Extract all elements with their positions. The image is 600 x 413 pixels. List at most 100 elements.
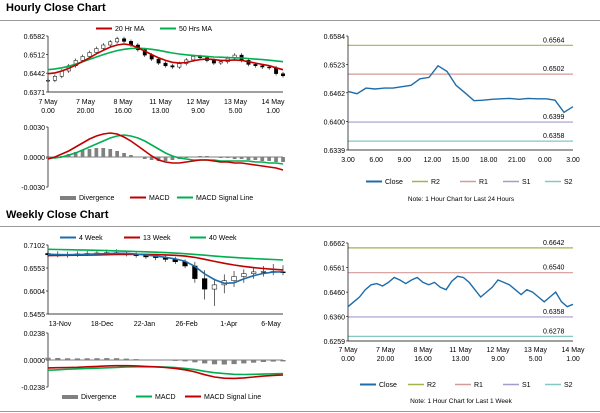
hourly-pivot-ytick-label: 0.6462 (324, 91, 346, 98)
weekly-pivot-legend-r1-label: R1 (474, 382, 483, 389)
hourly-divergence-bar (225, 157, 230, 158)
hourly-legend-macd-label: MACD (149, 195, 170, 202)
hourly-price-xtick-date: 14 May (262, 99, 285, 106)
weekly-price-xtick: 26-Feb (176, 321, 198, 328)
hourly-legend-20hr-ma-label: 20 Hr MA (115, 26, 145, 33)
weekly-price-candle (211, 284, 218, 290)
weekly-divergence-bar (182, 360, 188, 362)
weekly-pivot-s1-level-label: 0.6358 (543, 309, 565, 316)
hourly-divergence-bar (239, 157, 244, 159)
hourly-pivot-s1-level-label: 0.6399 (543, 114, 565, 121)
weekly-divergence-bar (94, 358, 100, 360)
hourly-price-xtick-time: 0.00 (41, 108, 55, 115)
weekly-price-xtick: 22-Jan (134, 321, 156, 328)
hourly-pivot-ytick-label: 0.6339 (324, 148, 346, 155)
weekly-divergence-bar (45, 357, 51, 360)
weekly-pivot-legend-s1-label: S1 (522, 382, 531, 389)
weekly-divergence-bar (270, 360, 276, 362)
hourly-price-xtick-date: 7 May (38, 99, 58, 106)
weekly-divergence-bar (162, 360, 169, 361)
weekly-macd-ytick-label: 0.0238 (24, 331, 46, 338)
weekly-divergence-bar (280, 360, 286, 362)
hourly-price-ytick-label: 0.6582 (24, 34, 46, 41)
hourly-legend-divergence-swatch (60, 196, 76, 200)
hourly-pivot-ytick-label: 0.6400 (324, 120, 346, 127)
weekly-pivot-s2-level-label: 0.6278 (543, 328, 565, 335)
hourly-divergence-bar (101, 148, 106, 157)
hourly-pivot-xtick: 6.00 (369, 157, 383, 164)
hourly-macd-line (47, 132, 284, 171)
hourly-section-divider (0, 20, 600, 21)
hourly-divergence-bar (267, 157, 271, 161)
hourly-divergence-bar (73, 152, 78, 157)
hourly-pivot-xtick: 3.00 (341, 157, 355, 164)
weekly-40-week-line (47, 248, 284, 261)
hourly-macd-signal-line (48, 134, 284, 165)
weekly-pivot-xtick-time: 0.00 (341, 356, 355, 363)
hourly-price-xtick-date: 12 May (187, 99, 210, 106)
weekly-legend-4-week-label: 4 Week (79, 235, 103, 242)
hourly-macd-ytick-label: 0.0030 (24, 125, 46, 132)
hourly-pivot-r2-level-label: 0.6564 (543, 37, 565, 44)
weekly-legend-40-week-label: 40 Week (209, 235, 237, 242)
hourly-pivot-legend-s1-label: S1 (522, 179, 531, 186)
hourly-pivot-ytick-label: 0.6523 (324, 62, 346, 69)
weekly-macd-ytick-label: -0.0238 (21, 385, 45, 392)
weekly-divergence-bar (202, 360, 208, 364)
hourly-price-candle (253, 64, 258, 66)
hourly-macd-ytick-label: -0.0030 (21, 185, 45, 192)
weekly-divergence-bar (104, 358, 110, 360)
hourly-pivot-xtick: 15.00 (452, 157, 470, 164)
hourly-divergence-bar (184, 157, 189, 158)
weekly-price-xtick: 18-Dec (91, 321, 114, 328)
hourly-price-xtick-time: 9.00 (191, 108, 205, 115)
weekly-pivot-xtick-date: 12 May (487, 347, 510, 354)
hourly-pivot-legend-s2-label: S2 (564, 179, 573, 186)
weekly-pivot-xtick-date: 11 May (449, 347, 472, 354)
weekly-pivot-xtick-time: 9.00 (491, 356, 505, 363)
hourly-pivot-xtick: 9.00 (397, 157, 411, 164)
hourly-price-candle (52, 76, 57, 81)
hourly-legend-divergence-label: Divergence (79, 195, 115, 202)
hourly-macd-ytick-label: 0.0000 (24, 155, 46, 162)
hourly-price-xtick-time: 5.00 (229, 108, 243, 115)
hourly-price-candle (267, 66, 272, 69)
weekly-divergence-bar (251, 360, 257, 363)
hourly-section-title: Hourly Close Chart (6, 2, 106, 14)
hourly-divergence-bar (156, 157, 161, 161)
hourly-price-xtick-time: 13.00 (152, 108, 170, 115)
weekly-pivot-ytick-label: 0.6662 (324, 241, 346, 248)
hourly-price-candle (191, 56, 196, 61)
weekly-macd-ytick-label: 0.0000 (24, 358, 46, 365)
weekly-macd-line (47, 364, 284, 380)
weekly-section-divider (0, 226, 600, 227)
weekly-divergence-bar (260, 360, 266, 362)
weekly-pivot-xtick-time: 5.00 (529, 356, 543, 363)
hourly-divergence-bar (260, 157, 265, 161)
weekly-divergence-bar (153, 360, 159, 361)
weekly-price-ytick-label: 0.6004 (24, 289, 46, 296)
hourly-legend-50hrs-ma-label: 50 Hrs MA (179, 26, 212, 33)
hourly-divergence-bar (122, 153, 126, 157)
hourly-divergence-bar (129, 155, 133, 157)
hourly-divergence-bar (191, 157, 195, 158)
hourly-price-xtick-date: 8 May (113, 99, 133, 106)
hourly-price-candle (94, 48, 99, 53)
weekly-pivot-ytick-label: 0.6259 (324, 339, 346, 346)
weekly-divergence-bar (172, 360, 178, 361)
weekly-pivot-xtick-time: 13.00 (452, 356, 470, 363)
hourly-price-candle (115, 38, 120, 43)
weekly-pivot-xtick-date: 7 May (376, 347, 396, 354)
weekly-legend-macd-label: MACD (155, 394, 176, 401)
hourly-price-candle (218, 61, 223, 64)
weekly-divergence-bar (114, 358, 120, 360)
weekly-pivot-xtick-date: 8 May (413, 347, 433, 354)
weekly-pivot-ytick-label: 0.6460 (324, 290, 346, 297)
weekly-price-candle (251, 271, 257, 274)
hourly-pivot-legend-r1-label: R1 (479, 179, 488, 186)
hourly-pivot-xtick: 12.00 (424, 157, 442, 164)
hourly-pivot-xtick: 3.00 (566, 157, 580, 164)
weekly-pivot-xtick-date: 13 May (524, 347, 547, 354)
weekly-divergence-bar (241, 360, 247, 364)
hourly-divergence-bar (212, 157, 216, 158)
